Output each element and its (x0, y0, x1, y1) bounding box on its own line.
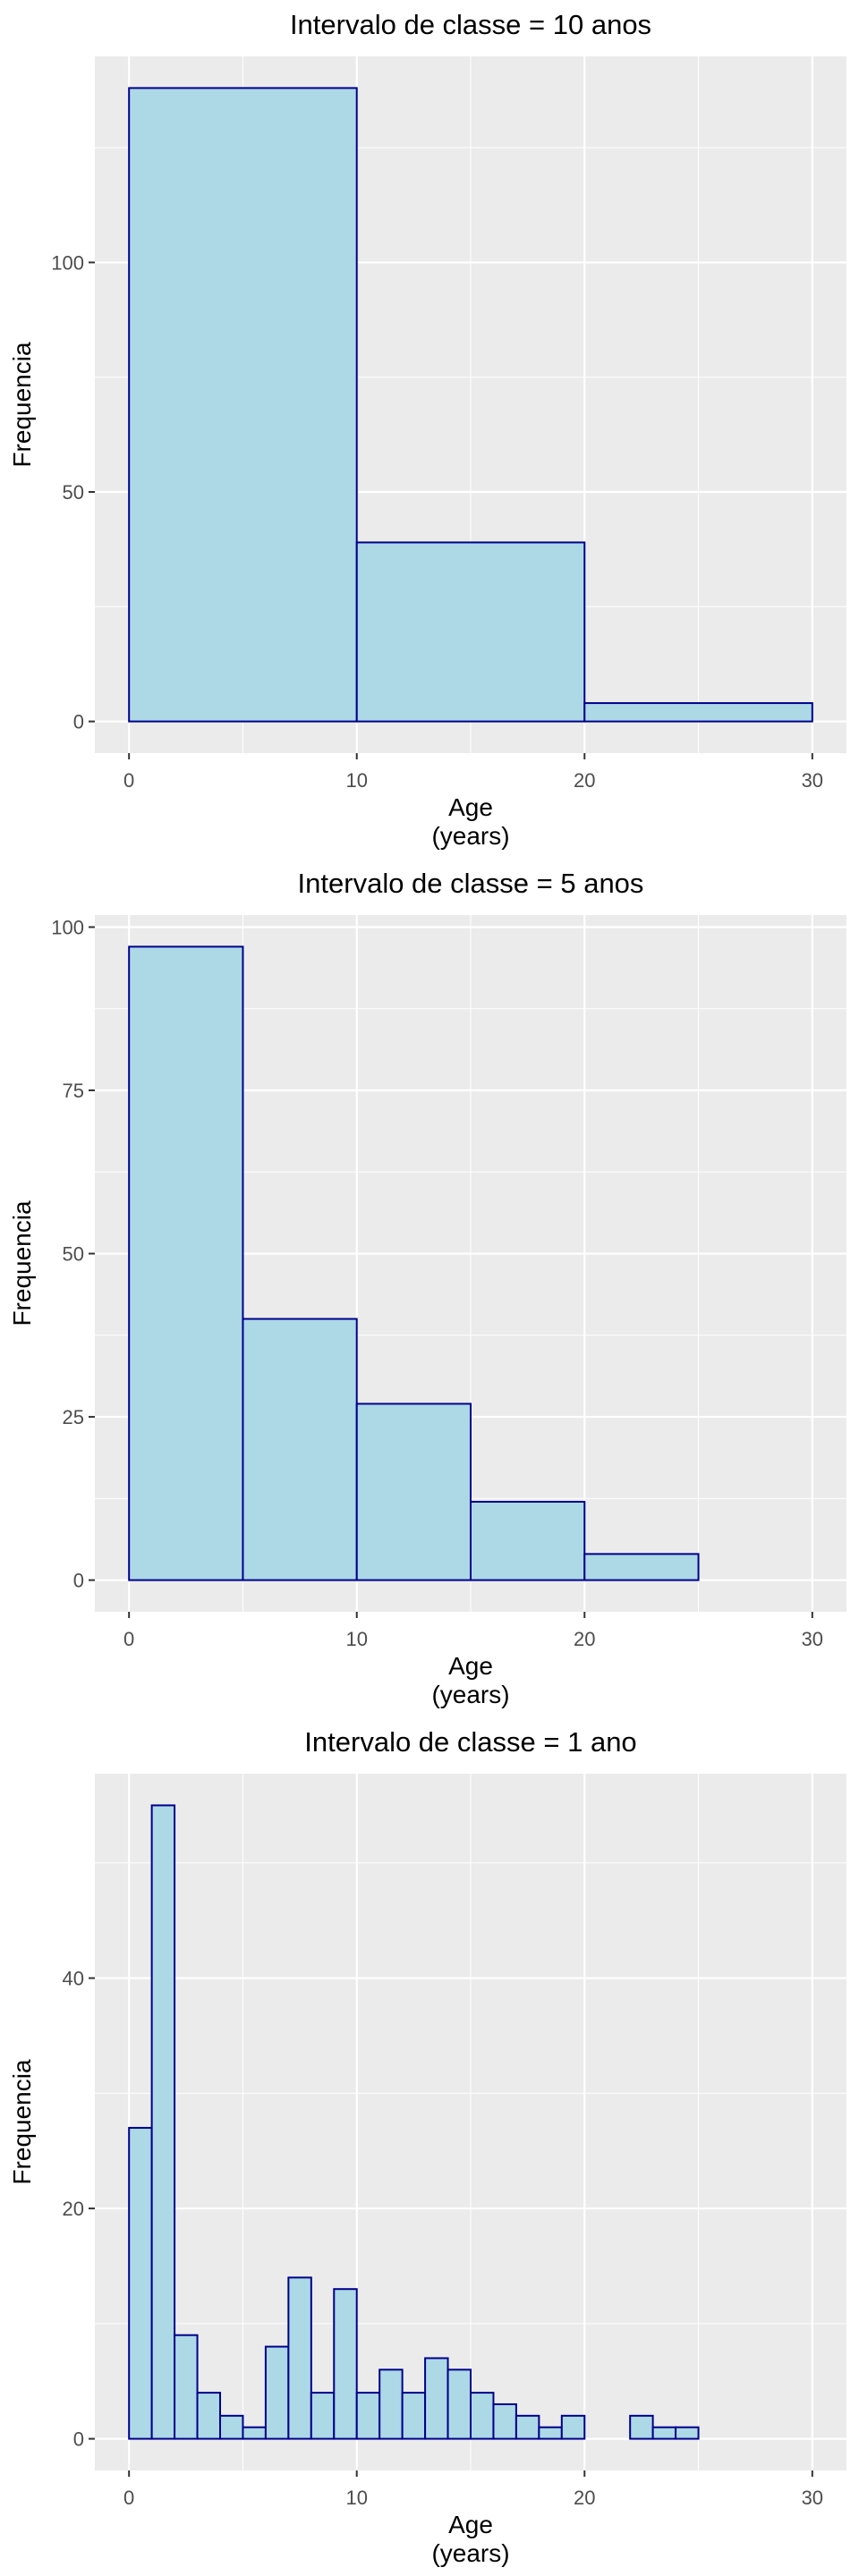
histogram-panel-5: 0 10 20 30 0 25 50 75 100 Intervalo de classe = 5… (0, 859, 859, 1717)
axes: 0 10 20 30 0 25 50 75 100 (51, 917, 823, 1650)
x-axis-unit: (years) (431, 2539, 509, 2567)
x-tick-label: 20 (574, 769, 595, 792)
x-tick-label: 20 (574, 1628, 595, 1650)
histogram-bars (128, 945, 700, 1581)
histogram-bar (560, 2414, 586, 2440)
y-tick-label: 100 (51, 917, 84, 939)
x-tick-label: 30 (802, 2487, 823, 2509)
x-tick-label: 20 (574, 2487, 595, 2509)
histogram-bar (583, 1553, 700, 1581)
histogram-bar (424, 2357, 449, 2440)
histogram-chart-5: 0 10 20 30 0 25 50 75 100 Intervalo de classe = 5… (8, 868, 846, 1708)
histogram-bar (675, 2426, 700, 2440)
chart-title: Intervalo de classe = 10 anos (290, 9, 651, 40)
histogram-bar (651, 2426, 677, 2440)
histogram-bar (378, 2368, 404, 2440)
y-tick-label: 0 (73, 2428, 84, 2451)
histogram-bar (355, 541, 586, 723)
x-axis-label: Age (448, 793, 493, 821)
histogram-bar (150, 1804, 176, 2440)
y-tick-label: 50 (63, 1243, 84, 1266)
histogram-bar (310, 2392, 336, 2440)
histogram-panel-10: 0 10 20 30 0 50 100 Intervalo de classe = 10 an… (0, 0, 859, 859)
y-axis-label: Frequencia (8, 1200, 36, 1326)
histogram-bar (219, 2414, 244, 2440)
histogram-bar (333, 2288, 358, 2440)
histogram-bar (287, 2276, 312, 2440)
histogram-bar (242, 1318, 358, 1581)
histogram-bar (470, 2392, 495, 2440)
histogram-bar (174, 2334, 199, 2440)
y-tick-label: 75 (63, 1080, 84, 1102)
x-tick-label: 10 (345, 1628, 367, 1650)
histogram-bar (128, 2126, 153, 2440)
histogram-bar (128, 87, 358, 723)
x-axis-unit: (years) (431, 822, 509, 850)
histogram-bar (515, 2414, 540, 2440)
histogram-bar (264, 2345, 290, 2440)
x-tick-label: 30 (802, 769, 823, 792)
histogram-chart-1: 0 10 20 30 0 20 40 Intervalo de classe = 1 ano A… (8, 1726, 846, 2567)
y-tick-label: 50 (63, 481, 84, 504)
x-tick-label: 10 (345, 2487, 367, 2509)
x-tick-label: 0 (123, 2487, 134, 2509)
x-axis-label: Age (448, 2511, 493, 2538)
histogram-bar (470, 1500, 586, 1581)
histogram-bar (583, 702, 813, 723)
histogram-bar (492, 2402, 517, 2440)
histogram-bars (128, 1804, 700, 2440)
chart-title: Intervalo de classe = 1 ano (304, 1726, 636, 1758)
histogram-bar (196, 2392, 222, 2440)
chart-title: Intervalo de classe = 5 anos (298, 868, 644, 899)
axes: 0 10 20 30 0 50 100 (51, 251, 823, 792)
histogram-chart-10: 0 10 20 30 0 50 100 Intervalo de classe = 10 an… (8, 9, 846, 850)
y-axis-label: Frequencia (8, 2059, 36, 2185)
x-axis-unit: (years) (431, 1681, 509, 1708)
x-tick-label: 0 (123, 1628, 134, 1650)
y-tick-label: 100 (51, 251, 84, 274)
histogram-bar (128, 945, 244, 1581)
histogram-bar (355, 2392, 381, 2440)
histogram-bar (629, 2414, 654, 2440)
histogram-bar (447, 2368, 472, 2440)
histogram-bar (538, 2426, 563, 2440)
y-tick-label: 20 (63, 2198, 84, 2220)
histogram-bar (242, 2426, 267, 2440)
y-tick-label: 25 (63, 1406, 84, 1428)
y-tick-label: 0 (73, 1570, 84, 1592)
axes: 0 10 20 30 0 20 40 (63, 1968, 824, 2509)
y-tick-label: 0 (73, 711, 84, 733)
x-axis-label: Age (448, 1652, 493, 1680)
histogram-panel-1: 0 10 20 30 0 20 40 Intervalo de classe = 1 ano A… (0, 1717, 859, 2576)
histogram-bar (355, 1402, 472, 1581)
x-tick-label: 30 (802, 1628, 823, 1650)
histogram-bar (401, 2392, 427, 2440)
y-axis-label: Frequencia (8, 342, 36, 468)
x-tick-label: 0 (123, 769, 134, 792)
x-tick-label: 10 (345, 769, 367, 792)
y-tick-label: 40 (63, 1968, 84, 1990)
histogram-bars (128, 87, 813, 723)
